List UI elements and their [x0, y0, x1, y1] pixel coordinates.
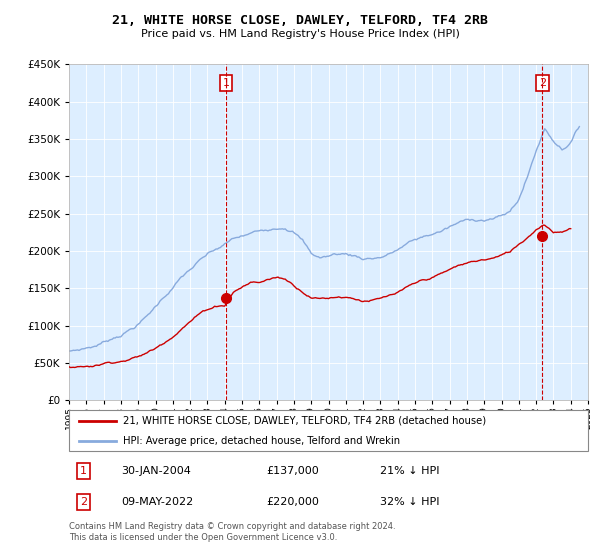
- Text: 32% ↓ HPI: 32% ↓ HPI: [380, 497, 440, 507]
- Text: 2: 2: [80, 497, 87, 507]
- Text: This data is licensed under the Open Government Licence v3.0.: This data is licensed under the Open Gov…: [69, 533, 337, 542]
- Text: 1: 1: [223, 78, 230, 88]
- Text: 1: 1: [80, 466, 87, 476]
- Text: £220,000: £220,000: [266, 497, 319, 507]
- Text: Contains HM Land Registry data © Crown copyright and database right 2024.: Contains HM Land Registry data © Crown c…: [69, 522, 395, 531]
- Text: 30-JAN-2004: 30-JAN-2004: [121, 466, 191, 476]
- Text: HPI: Average price, detached house, Telford and Wrekin: HPI: Average price, detached house, Telf…: [124, 436, 401, 446]
- Text: 2: 2: [539, 78, 546, 88]
- Text: 09-MAY-2022: 09-MAY-2022: [121, 497, 193, 507]
- Text: 21% ↓ HPI: 21% ↓ HPI: [380, 466, 440, 476]
- Text: £137,000: £137,000: [266, 466, 319, 476]
- Text: 21, WHITE HORSE CLOSE, DAWLEY, TELFORD, TF4 2RB (detached house): 21, WHITE HORSE CLOSE, DAWLEY, TELFORD, …: [124, 416, 487, 426]
- Text: 21, WHITE HORSE CLOSE, DAWLEY, TELFORD, TF4 2RB: 21, WHITE HORSE CLOSE, DAWLEY, TELFORD, …: [112, 14, 488, 27]
- Text: Price paid vs. HM Land Registry's House Price Index (HPI): Price paid vs. HM Land Registry's House …: [140, 29, 460, 39]
- FancyBboxPatch shape: [69, 410, 588, 451]
